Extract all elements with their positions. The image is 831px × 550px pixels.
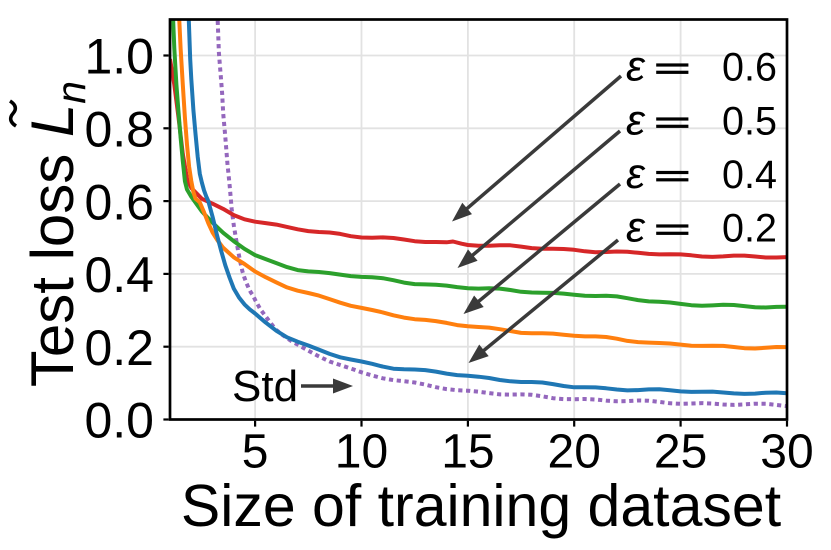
svg-text:0.2: 0.2 bbox=[84, 320, 154, 376]
svg-text:ε: ε bbox=[626, 97, 646, 145]
svg-text:Std: Std bbox=[232, 362, 298, 411]
svg-text:0.8: 0.8 bbox=[84, 102, 154, 158]
svg-text:ε: ε bbox=[626, 204, 646, 252]
svg-text:0.4: 0.4 bbox=[84, 247, 154, 303]
svg-text:0.6: 0.6 bbox=[84, 174, 154, 230]
svg-text:0.6: 0.6 bbox=[722, 46, 777, 90]
svg-text:5: 5 bbox=[242, 425, 269, 478]
svg-text:10: 10 bbox=[335, 425, 388, 478]
svg-text:15: 15 bbox=[441, 425, 494, 478]
svg-text:0.0: 0.0 bbox=[84, 393, 154, 449]
svg-text:1.0: 1.0 bbox=[84, 29, 154, 85]
svg-text:ε: ε bbox=[626, 43, 646, 91]
svg-text:Size of training dataset: Size of training dataset bbox=[181, 473, 781, 539]
svg-text:30: 30 bbox=[760, 425, 813, 478]
svg-text:0.2: 0.2 bbox=[722, 207, 777, 251]
svg-text:ε: ε bbox=[626, 150, 646, 198]
svg-text:25: 25 bbox=[654, 425, 707, 478]
svg-text:0.5: 0.5 bbox=[722, 100, 777, 144]
svg-text:20: 20 bbox=[548, 425, 601, 478]
svg-text:Test loss Ln: Test loss Ln bbox=[19, 81, 94, 387]
svg-text:0.4: 0.4 bbox=[722, 153, 777, 197]
